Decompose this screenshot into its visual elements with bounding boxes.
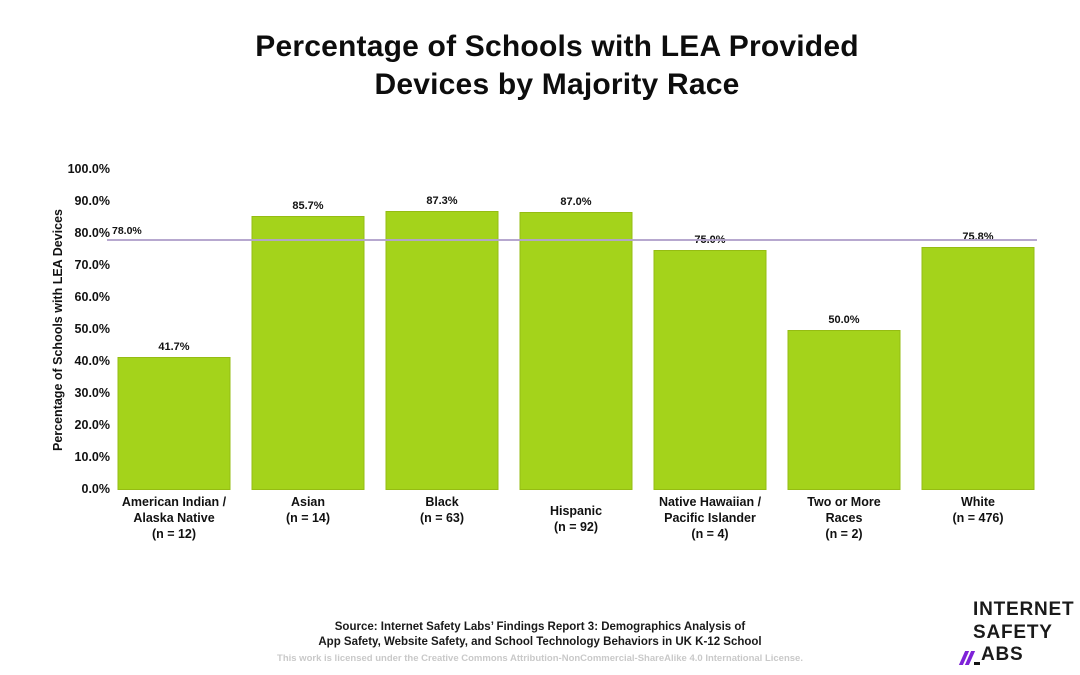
bar [385, 210, 499, 490]
bar-series: 41.7% 85.7% 87.3% 87.0% 75.0% 50.0% 75.8% [107, 170, 1045, 490]
source-line2: App Safety, Website Safety, and School T… [318, 636, 762, 648]
reference-line-label: 78.0% [112, 225, 142, 238]
y-axis-tick: 100.0% [67, 162, 110, 176]
bar-column: 85.7% [241, 170, 375, 490]
bar-value-label: 87.3% [426, 194, 458, 207]
logo-line-internet: INTERNET [973, 599, 1075, 620]
x-axis-label: Asian (n = 14) [285, 495, 331, 525]
license-note: This work is licensed under the Creative… [277, 653, 803, 664]
logo-labs-text: ABS [981, 644, 1024, 665]
y-axis-tick: 0.0% [81, 482, 111, 496]
internet-safety-labs-logo: INTERNET SAFETY ABS [958, 599, 1075, 667]
logo-underscore-icon [974, 661, 980, 665]
source-note: Source: Internet Safety Labs’ Findings R… [0, 620, 1080, 664]
x-axis-label: White (n = 476) [952, 495, 1004, 525]
x-axis-label: Black (n = 63) [419, 495, 465, 525]
bar-column: 87.0% [509, 170, 643, 490]
logo-line-labs: ABS [958, 644, 1074, 667]
bar [787, 330, 901, 490]
bar [921, 247, 1035, 490]
y-axis-tick: 60.0% [74, 290, 110, 304]
chart-title-line2: Devices by Majority Race [374, 68, 740, 101]
x-axis-label: American Indian / Alaska Native (n = 12) [121, 495, 227, 541]
chart-title: Percentage of Schools with LEA Provided … [34, 28, 1080, 104]
chart-title-line1: Percentage of Schools with LEA Provided [255, 30, 859, 63]
y-axis-tick: 40.0% [74, 354, 110, 368]
bar [653, 250, 767, 490]
source-line1: Source: Internet Safety Labs’ Findings R… [334, 621, 746, 633]
plot-area: 41.7% 85.7% 87.3% 87.0% 75.0% 50.0% 75.8% 78.0… [107, 170, 1045, 490]
reference-line [107, 239, 1037, 242]
y-axis: 0.0% 10.0% 20.0% 30.0% 40.0% 50.0% 60.0% 70.0% 8… [38, 0, 110, 675]
bar-value-label: 85.7% [292, 199, 324, 212]
y-axis-tick: 30.0% [74, 386, 110, 400]
y-axis-tick: 50.0% [74, 322, 110, 336]
bar-column: 50.0% [777, 170, 911, 490]
bar-value-label: 87.0% [560, 195, 592, 208]
bar-column: 75.0% [643, 170, 777, 490]
bar-value-label: 50.0% [828, 314, 860, 326]
x-axis-label: Two or More Races (n = 2) [807, 495, 881, 541]
y-axis-tick: 90.0% [74, 194, 110, 208]
bar [117, 356, 231, 490]
y-axis-tick: 80.0% [74, 226, 110, 240]
bar-column: 75.8% [911, 170, 1045, 490]
bar [251, 215, 365, 490]
y-axis-tick: 10.0% [74, 450, 110, 464]
x-axis-label: Native Hawaiian / Pacific Islander (n = 4) [658, 495, 762, 541]
bar-value-label: 75.8% [962, 231, 994, 244]
bar [519, 211, 633, 490]
x-axis: American Indian / Alaska Native (n = 12) As… [107, 494, 1045, 542]
y-axis-tick: 70.0% [74, 258, 110, 272]
y-axis-tick: 20.0% [74, 418, 110, 432]
bar-column: 87.3% [375, 170, 509, 490]
bar-value-label: 41.7% [158, 340, 190, 353]
logo-line-safety: SAFETY [973, 621, 1053, 643]
bar-column: 41.7% [107, 170, 241, 490]
x-axis-label: Hispanic (n = 92) [549, 504, 603, 534]
